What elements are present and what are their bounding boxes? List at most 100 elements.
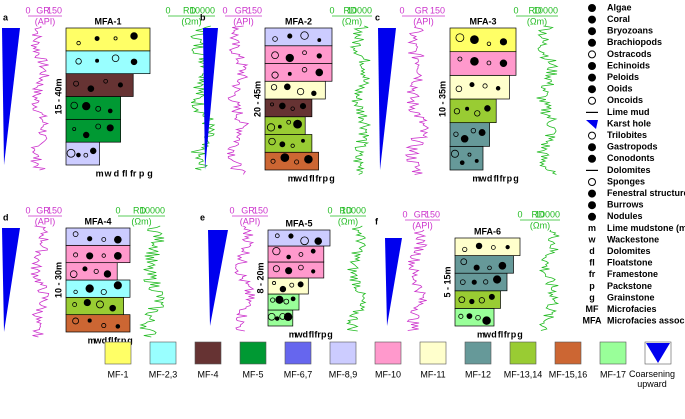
fossil-symbol [284,84,290,90]
legend-label: Gastropods [607,142,658,152]
panel-letter: d [3,212,9,222]
mfa-label: MFA-2 [285,16,312,26]
facies-swatch [330,342,356,364]
fossil-symbol [489,294,494,299]
log-min: 0 [222,5,227,15]
coarsening-wedge [378,28,396,170]
legend-label: Sponges [607,176,645,186]
fossil-symbol [470,36,478,44]
facies-bed [268,246,324,262]
fossil-symbol [288,72,291,75]
fossil-symbol [95,36,99,40]
facies-label: MF-11 [420,369,445,379]
facies-bed [268,262,324,278]
fossil-symbol [84,299,90,305]
texture-label: m [96,168,104,178]
legend-label: Burrows [607,200,644,210]
facies-swatch [105,342,131,364]
fossil-symbol [298,282,303,287]
fossil-symbol [465,107,468,110]
legend-label: Coral [607,14,630,24]
mfa-label: MFA-3 [470,16,497,26]
legend-code: MF [586,304,599,314]
fossil-symbol [476,243,482,249]
fossil-symbol [474,265,479,270]
fossil-symbol [82,102,90,110]
log-curve [31,26,50,170]
texture-label: d [487,173,493,183]
fossil-symbol [470,299,475,304]
fossil-symbol [284,313,292,321]
fossil-symbol [131,59,137,65]
log-curve [351,26,370,175]
legend-label: Ooids [607,84,633,94]
fossil-symbol [118,83,122,87]
log-unit: (Ωm) [131,216,151,226]
legend-item: Ooids [589,84,633,94]
legend-item: Peloids [589,72,640,82]
log-max: 150 [47,5,62,15]
fossil-symbol [318,39,321,42]
fossil-symbol [316,69,323,76]
texture-label: fl [498,329,504,339]
log-unit: (API) [413,16,434,26]
legend-label: Wackestone [607,234,659,244]
fossil-symbol [281,154,289,162]
log-min: 0 [25,205,30,215]
legend-code: m [588,223,596,233]
facies-swatch [555,342,581,364]
facies-swatch [600,342,626,364]
log-unit: (API) [35,16,56,26]
fossil-symbol [88,319,91,322]
legend-label: Lime mudstone (marl) [607,223,685,233]
log-min: 0 [329,5,334,15]
legend-item: Bryozoans [589,26,654,36]
thickness-label: 10 - 35m [437,81,447,117]
legend-symbol [589,51,596,58]
facies-label: MF-8,9 [329,369,358,379]
mfa-label: MFA-5 [286,218,313,228]
facies-swatch [465,342,491,364]
fossil-symbol [472,280,476,284]
facies-legend-item: MF-1 [105,342,131,379]
mfa-label: MFA-4 [85,216,112,226]
legend-item: Dolomites [586,165,651,175]
log-unit: (API) [412,220,433,230]
legend-symbol [589,132,596,139]
log-max: 150 [47,205,62,215]
fossil-symbol [83,132,89,138]
fossil-symbol [286,54,293,61]
facies-legend-item: MF-6,7 [284,342,313,379]
fossil-symbol [280,286,286,292]
legend-code: MFA [583,316,602,326]
fossil-symbol [467,314,472,319]
fossil-symbol [77,153,81,157]
fossil-symbol [108,109,112,113]
log-name: GR [415,5,429,15]
log-max: 150 [253,205,268,215]
legend-symbol [589,74,596,81]
legend-item: m Lime mudstone (marl) [588,223,685,233]
texture-label: d [114,168,120,178]
legend-symbol [589,63,596,70]
fossil-symbol [104,271,111,278]
legend-label: Dolomites [607,165,651,175]
thickness-label: 20 - 45m [252,81,262,117]
fossil-symbol [288,34,292,38]
fossil-symbol [278,125,281,128]
legend-code: d [589,246,595,256]
fossil-symbol [506,245,509,248]
fossil-symbol [86,285,93,292]
log-curve [235,226,255,331]
log-max: 10000 [533,5,558,15]
fossil-symbol [483,317,491,325]
panel-letter: b [200,12,206,22]
legend-code: p [589,281,595,291]
fossil-symbol [287,255,291,259]
